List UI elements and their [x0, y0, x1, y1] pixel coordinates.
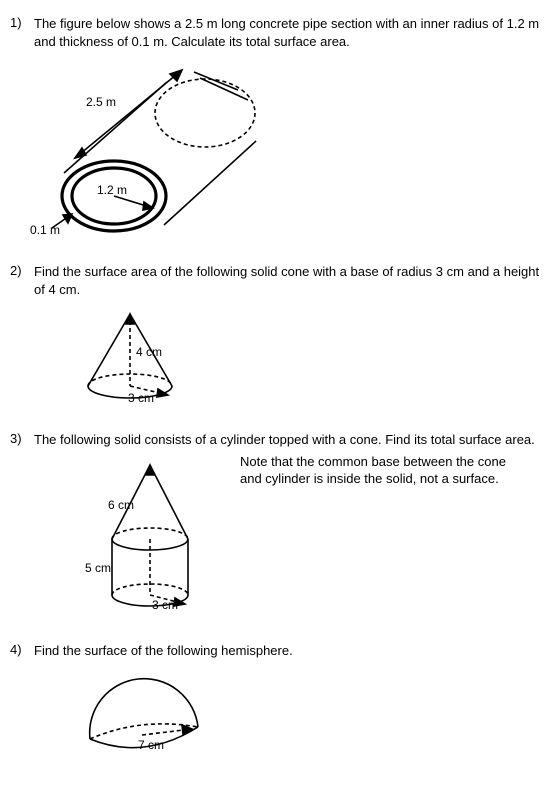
- cyl-height-label: 5 cm: [85, 561, 111, 575]
- problem-text: Find the surface area of the following s…: [34, 263, 543, 298]
- cone-figure: 4 cm 3 cm: [70, 306, 543, 406]
- pipe-figure: 2.5 m 1.2 m 0.1 m: [30, 58, 543, 238]
- radius-label: 3 cm: [152, 598, 178, 612]
- length-label: 2.5 m: [86, 95, 116, 109]
- problem-text: Find the surface of the following hemisp…: [34, 642, 543, 660]
- problem-text: The figure below shows a 2.5 m long conc…: [34, 15, 543, 50]
- problem-4: 4) Find the surface of the following hem…: [10, 642, 543, 763]
- radius-label: 1.2 m: [97, 183, 127, 197]
- cone-cylinder-figure: 6 cm 5 cm 3 cm: [70, 457, 230, 617]
- radius-label: 3 cm: [128, 391, 154, 405]
- problem-number: 2): [10, 263, 34, 278]
- problem-text: The following solid consists of a cylind…: [34, 431, 543, 449]
- problem-number: 4): [10, 642, 34, 657]
- radius-label: 7 cm: [138, 738, 164, 752]
- height-label: 4 cm: [136, 345, 162, 359]
- thickness-label: 0.1 m: [30, 223, 60, 237]
- problem-2: 2) Find the surface area of the followin…: [10, 263, 543, 406]
- hemisphere-figure: 7 cm: [70, 667, 543, 762]
- problem-number: 3): [10, 431, 34, 446]
- problem-3: 3) The following solid consists of a cyl…: [10, 431, 543, 617]
- problem-note: Note that the common base between the co…: [230, 449, 520, 488]
- problem-1: 1) The figure below shows a 2.5 m long c…: [10, 15, 543, 238]
- slant-label: 6 cm: [108, 498, 134, 512]
- problem-number: 1): [10, 15, 34, 30]
